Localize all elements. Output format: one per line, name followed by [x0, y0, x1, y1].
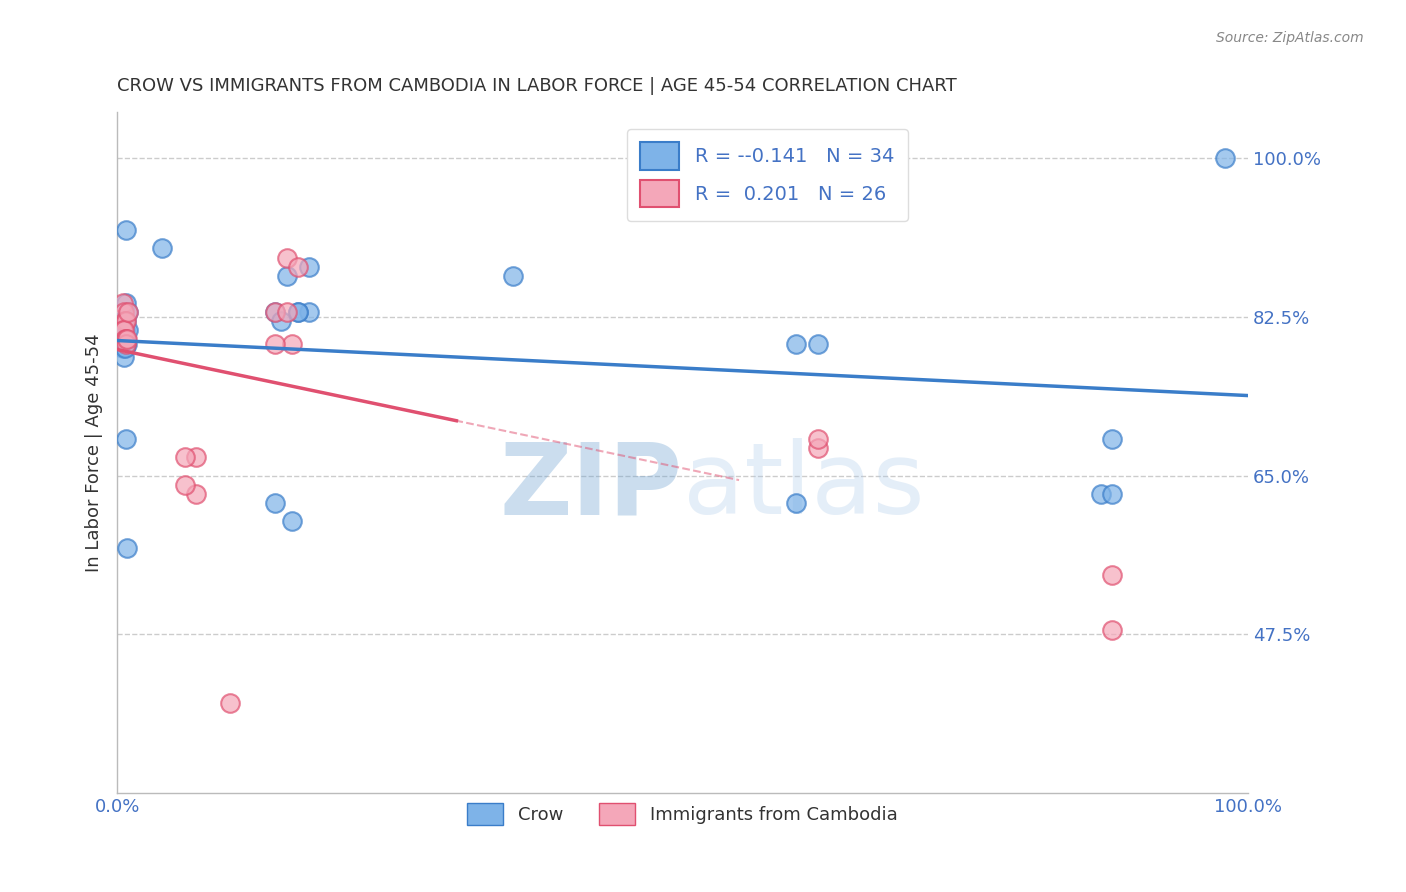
Text: ZIP: ZIP	[499, 438, 682, 535]
Point	[117, 541, 139, 556]
Point	[264, 496, 287, 510]
Text: atlas: atlas	[682, 438, 924, 535]
Point	[114, 342, 136, 356]
Point	[1101, 486, 1123, 500]
Point	[115, 336, 138, 351]
Point	[807, 336, 830, 351]
Point	[115, 314, 138, 328]
Point	[1213, 151, 1236, 165]
Point	[115, 314, 138, 328]
Point	[117, 305, 139, 319]
Point	[111, 342, 134, 356]
Point	[298, 305, 321, 319]
Point	[276, 268, 298, 283]
Text: Source: ZipAtlas.com: Source: ZipAtlas.com	[1216, 31, 1364, 45]
Point	[281, 336, 304, 351]
Point	[112, 305, 135, 319]
Point	[276, 251, 298, 265]
Point	[114, 332, 136, 346]
Point	[276, 305, 298, 319]
Point	[1101, 432, 1123, 446]
Point	[270, 314, 292, 328]
Point	[117, 323, 139, 337]
Y-axis label: In Labor Force | Age 45-54: In Labor Force | Age 45-54	[86, 334, 103, 572]
Point	[115, 336, 138, 351]
Point	[117, 332, 139, 346]
Point	[115, 332, 138, 346]
Point	[264, 336, 287, 351]
Point	[785, 496, 807, 510]
Point	[785, 336, 807, 351]
Point	[281, 514, 304, 528]
Point	[111, 323, 134, 337]
Point	[174, 477, 197, 491]
Legend: Crow, Immigrants from Cambodia: Crow, Immigrants from Cambodia	[460, 796, 905, 832]
Point	[115, 223, 138, 237]
Point	[112, 351, 135, 365]
Point	[174, 450, 197, 465]
Point	[287, 305, 309, 319]
Point	[114, 314, 136, 328]
Point	[115, 332, 138, 346]
Point	[287, 260, 309, 274]
Point	[807, 442, 830, 456]
Point	[112, 323, 135, 337]
Point	[1101, 623, 1123, 637]
Point	[298, 260, 321, 274]
Point	[287, 305, 309, 319]
Point	[115, 432, 138, 446]
Point	[1101, 568, 1123, 582]
Point	[264, 305, 287, 319]
Point	[111, 296, 134, 310]
Point	[264, 305, 287, 319]
Point	[186, 486, 208, 500]
Point	[115, 296, 138, 310]
Point	[152, 242, 174, 256]
Point	[1090, 486, 1112, 500]
Point	[186, 450, 208, 465]
Point	[219, 696, 242, 710]
Point	[112, 323, 135, 337]
Text: CROW VS IMMIGRANTS FROM CAMBODIA IN LABOR FORCE | AGE 45-54 CORRELATION CHART: CROW VS IMMIGRANTS FROM CAMBODIA IN LABO…	[117, 78, 957, 95]
Point	[111, 314, 134, 328]
Point	[117, 305, 139, 319]
Point	[502, 268, 524, 283]
Point	[117, 336, 139, 351]
Point	[114, 323, 136, 337]
Point	[807, 432, 830, 446]
